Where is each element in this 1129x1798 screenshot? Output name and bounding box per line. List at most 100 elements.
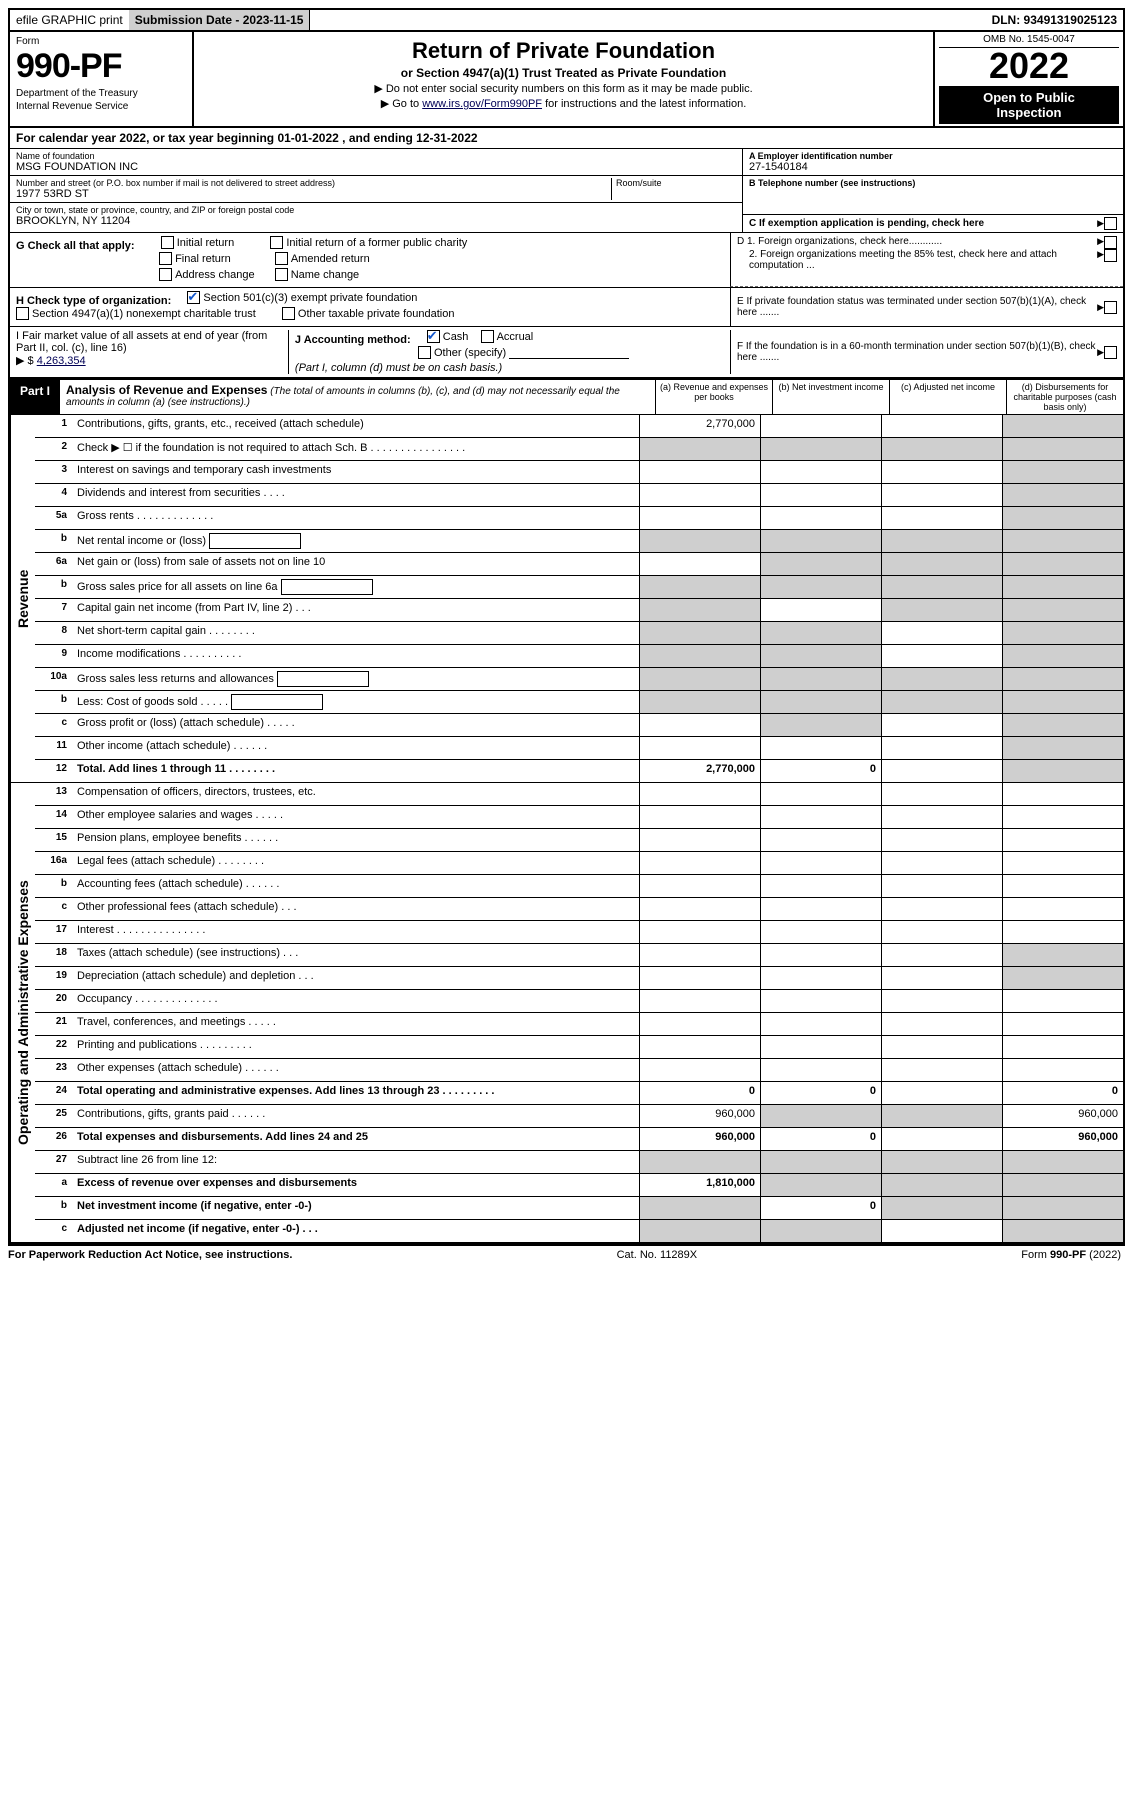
g-opt-final[interactable]: Final return [159,252,231,265]
submission-date: Submission Date - 2023-11-15 [129,10,311,30]
amt-b [760,645,881,667]
h-row: H Check type of organization: Section 50… [10,288,1123,327]
i-amt-value[interactable]: 4,263,354 [37,355,86,367]
table-row: 16aLegal fees (attach schedule) . . . . … [35,852,1123,875]
amt-c [881,622,1002,644]
note-link: ▶ Go to www.irs.gov/Form990PF for instru… [202,97,925,110]
line-desc: Adjusted net income (if negative, enter … [73,1220,639,1242]
j-cash[interactable]: Cash [427,330,469,343]
inline-input[interactable] [209,533,301,549]
amt-b [760,553,881,575]
table-row: 19Depreciation (attach schedule) and dep… [35,967,1123,990]
amt-c [881,668,1002,690]
g-opt-former[interactable]: Initial return of a former public charit… [270,236,467,249]
amt-a [639,1220,760,1242]
amt-c [881,921,1002,943]
line-number: 6a [35,553,73,575]
d1-checkbox[interactable] [1104,236,1117,249]
amt-b [760,1013,881,1035]
amt-a: 0 [639,1082,760,1104]
line-number: 27 [35,1151,73,1173]
line-number: 26 [35,1128,73,1150]
line-number: 18 [35,944,73,966]
ein-label: A Employer identification number [749,151,1117,161]
table-row: 2Check ▶ ☐ if the foundation is not requ… [35,438,1123,461]
amt-d [1002,829,1123,851]
amt-a [639,875,760,897]
city-cell: City or town, state or province, country… [10,203,742,229]
amt-a [639,829,760,851]
c-checkbox[interactable] [1104,217,1117,230]
j-other-input[interactable] [509,358,629,359]
j-other[interactable]: Other (specify) [418,346,506,359]
line-desc: Subtract line 26 from line 12: [73,1151,639,1173]
j-accrual[interactable]: Accrual [481,330,534,343]
g-opt-address[interactable]: Address change [159,268,255,281]
h-opt-501c3[interactable]: Section 501(c)(3) exempt private foundat… [187,291,417,304]
d2-checkbox[interactable] [1104,249,1117,262]
expenses-side-label: Operating and Administrative Expenses [10,783,35,1242]
line-number: c [35,898,73,920]
line-number: 22 [35,1036,73,1058]
table-row: 22Printing and publications . . . . . . … [35,1036,1123,1059]
table-row: 18Taxes (attach schedule) (see instructi… [35,944,1123,967]
info-left: Name of foundation MSG FOUNDATION INC Nu… [10,149,742,232]
amt-c [881,1151,1002,1173]
amt-a: 960,000 [639,1128,760,1150]
line-desc: Gross sales less returns and allowances [73,668,639,690]
g-opt-name[interactable]: Name change [275,268,360,281]
amt-b [760,668,881,690]
h-opt-other[interactable]: Other taxable private foundation [282,307,455,320]
amt-a [639,898,760,920]
h-opt-4947[interactable]: Section 4947(a)(1) nonexempt charitable … [16,307,256,320]
inline-input[interactable] [277,671,369,687]
inline-input[interactable] [231,694,323,710]
amt-c [881,760,1002,782]
table-row: 25Contributions, gifts, grants paid . . … [35,1105,1123,1128]
name-label: Name of foundation [16,151,736,161]
inline-input[interactable] [281,579,373,595]
line-number: 16a [35,852,73,874]
amt-c [881,415,1002,437]
f-label: F If the foundation is in a 60-month ter… [737,341,1097,363]
g-opt-initial[interactable]: Initial return [161,236,234,249]
line-desc: Gross profit or (loss) (attach schedule)… [73,714,639,736]
amt-c [881,1105,1002,1127]
amt-d [1002,599,1123,621]
e-checkbox[interactable] [1104,301,1117,314]
line-number: b [35,875,73,897]
amt-a [639,714,760,736]
line-desc: Net investment income (if negative, ente… [73,1197,639,1219]
line-desc: Other employee salaries and wages . . . … [73,806,639,828]
line-number: 14 [35,806,73,828]
header-center: Return of Private Foundation or Section … [194,32,933,126]
line-number: 11 [35,737,73,759]
col-a-head: (a) Revenue and expenses per books [655,380,772,414]
amt-c [881,1059,1002,1081]
amt-a: 960,000 [639,1105,760,1127]
part1-title: Analysis of Revenue and Expenses [66,383,267,397]
amt-b [760,1151,881,1173]
amt-c [881,1036,1002,1058]
g-opt-amended[interactable]: Amended return [275,252,370,265]
amt-a [639,737,760,759]
amt-d [1002,806,1123,828]
i-amt-label: ▶ $ [16,355,34,367]
c-cell: C If exemption application is pending, c… [743,215,1123,232]
amt-d [1002,783,1123,805]
amt-d [1002,875,1123,897]
irs-link[interactable]: www.irs.gov/Form990PF [422,98,542,110]
arrow-icon [1097,302,1104,313]
calendar-year: For calendar year 2022, or tax year begi… [10,128,1123,149]
h-label: H Check type of organization: [16,295,171,307]
amt-b [760,737,881,759]
f-checkbox[interactable] [1104,346,1117,359]
name-value: MSG FOUNDATION INC [16,161,736,173]
line-number: b [35,691,73,713]
amt-b [760,438,881,460]
amt-d [1002,967,1123,989]
amt-d [1002,714,1123,736]
amt-d [1002,898,1123,920]
amt-c [881,438,1002,460]
line-number: c [35,714,73,736]
